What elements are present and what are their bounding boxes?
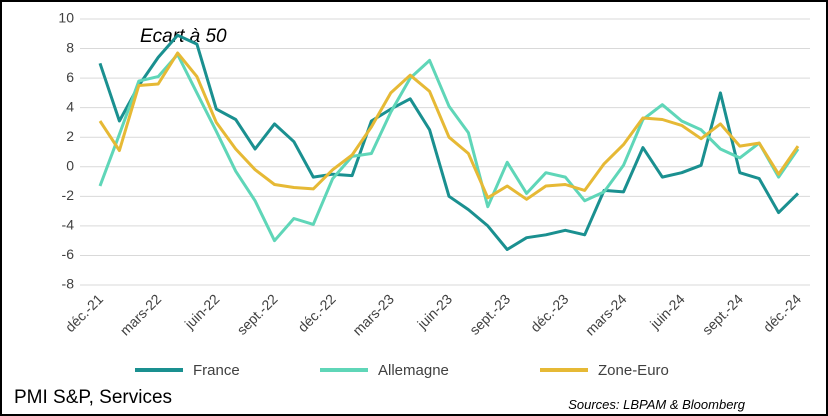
y-tick-label: -6 (62, 246, 75, 262)
y-tick-label: 6 (66, 69, 74, 85)
y-tick-label: 8 (66, 39, 74, 55)
legend-label: France (193, 362, 240, 379)
y-tick-label: 0 (66, 157, 74, 173)
y-tick-label: -4 (62, 217, 75, 233)
y-tick-label: 4 (66, 98, 74, 114)
y-tick-label: 2 (66, 128, 74, 144)
legend-label: Zone-Euro (598, 362, 669, 379)
y-tick-label: -2 (62, 187, 75, 203)
line-series (98, 53, 800, 243)
legend-label: Allemagne (378, 362, 449, 379)
y-tick-label: -8 (62, 276, 75, 292)
source: Sources: LBPAM & Bloomberg (568, 397, 746, 412)
y-tick-label: 10 (58, 10, 74, 26)
chart-title: PMI S&P, Services (14, 387, 172, 408)
line-series (98, 51, 800, 201)
line-series (98, 33, 800, 251)
